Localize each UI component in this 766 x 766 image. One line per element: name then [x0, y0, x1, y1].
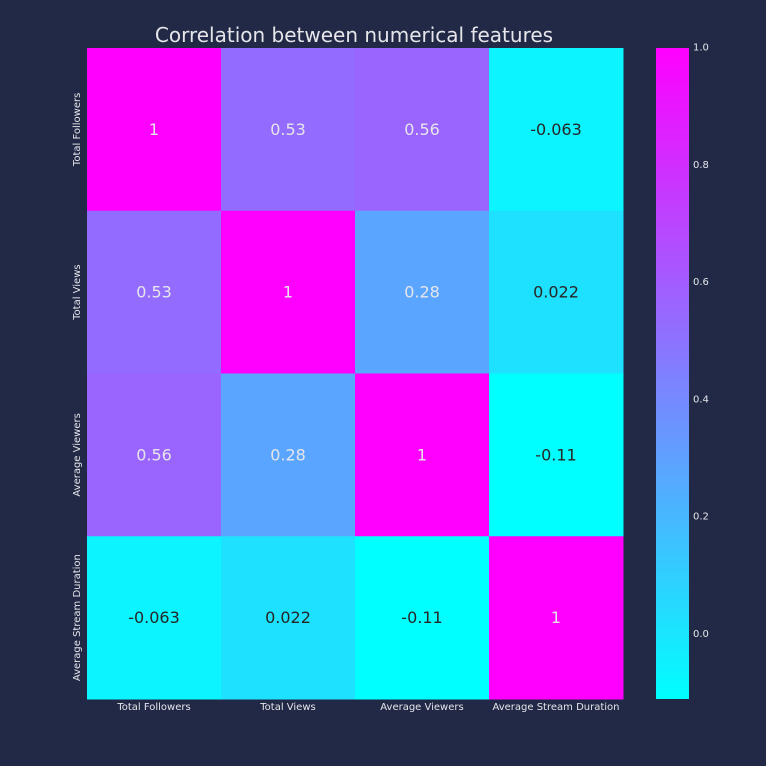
heatmap-cell-r3-c0 — [87, 536, 222, 700]
colorbar-tick-label: 0.4 — [693, 394, 709, 405]
colorbar-tick-labels: 0.0 0.2 0.4 0.6 0.8 1.0 — [693, 43, 709, 640]
colorbar-tick-label: 0.8 — [693, 160, 709, 171]
heatmap-cell-r1-c1 — [221, 210, 356, 374]
cell-annotation-r2-c3: -0.11 — [535, 445, 576, 464]
colorbar — [656, 48, 689, 699]
heatmap-cells — [87, 48, 624, 700]
x-tick-label: Total Followers — [116, 702, 190, 713]
cell-annotation-r2-c2: 1 — [417, 445, 427, 464]
cell-annotation-r2-c1: 0.28 — [270, 445, 306, 464]
heatmap-cell-r2-c3 — [489, 373, 624, 537]
y-tick-label: Average Viewers — [72, 413, 83, 496]
heatmap-cell-r0-c3 — [489, 48, 624, 212]
heatmap-cell-r3-c2 — [355, 536, 490, 700]
cell-annotation-r1-c2: 0.28 — [404, 283, 440, 302]
heatmap-cell-r2-c1 — [221, 373, 356, 537]
heatmap-cell-r1-c3 — [489, 210, 624, 374]
cell-annotation-r3-c2: -0.11 — [401, 608, 442, 627]
heatmap-cell-r0-c0 — [87, 48, 222, 212]
cell-annotation-r0-c3: -0.063 — [530, 120, 582, 139]
y-axis-tick-labels: Total Followers Total Views Average Viewer… — [72, 93, 83, 681]
x-tick-label: Average Stream Duration — [492, 702, 619, 713]
x-axis-tick-labels: Total Followers Total Views Average Viewer… — [116, 702, 619, 713]
x-tick-label: Average Viewers — [380, 702, 463, 713]
heatmap-cell-r2-c2 — [355, 373, 490, 537]
colorbar-tick-label: 1.0 — [693, 43, 709, 54]
chart-title: Correlation between numerical features — [155, 23, 553, 47]
y-tick-label: Total Views — [72, 264, 83, 320]
x-tick-label: Total Views — [259, 702, 315, 713]
y-tick-label: Total Followers — [72, 93, 83, 167]
colorbar-tick-label: 0.6 — [693, 277, 709, 288]
heatmap-cell-r2-c0 — [87, 373, 222, 537]
cell-annotation-r1-c3: 0.022 — [533, 283, 579, 302]
cell-annotation-r3-c1: 0.022 — [265, 608, 311, 627]
heatmap-annotations: 1 0.53 0.56 -0.063 0.53 1 0.28 0.022 0.56 0.28 1 -0… — [128, 120, 582, 627]
cell-annotation-r0-c1: 0.53 — [270, 120, 306, 139]
cell-annotation-r0-c2: 0.56 — [404, 120, 440, 139]
cell-annotation-r3-c3: 1 — [551, 608, 561, 627]
y-tick-label: Average Stream Duration — [72, 554, 83, 681]
colorbar-tick-label: 0.2 — [693, 512, 709, 523]
heatmap-cell-r3-c3 — [489, 536, 624, 700]
cell-annotation-r2-c0: 0.56 — [136, 445, 172, 464]
cell-annotation-r3-c0: -0.063 — [128, 608, 180, 627]
cell-annotation-r0-c0: 1 — [149, 120, 159, 139]
heatmap-cell-r1-c2 — [355, 210, 490, 374]
heatmap-cell-r0-c2 — [355, 48, 490, 212]
cell-annotation-r1-c1: 1 — [283, 283, 293, 302]
heatmap-cell-r3-c1 — [221, 536, 356, 700]
heatmap-cell-r0-c1 — [221, 48, 356, 212]
cell-annotation-r1-c0: 0.53 — [136, 283, 172, 302]
heatmap-cell-r1-c0 — [87, 210, 222, 374]
colorbar-tick-label: 0.0 — [693, 629, 709, 640]
